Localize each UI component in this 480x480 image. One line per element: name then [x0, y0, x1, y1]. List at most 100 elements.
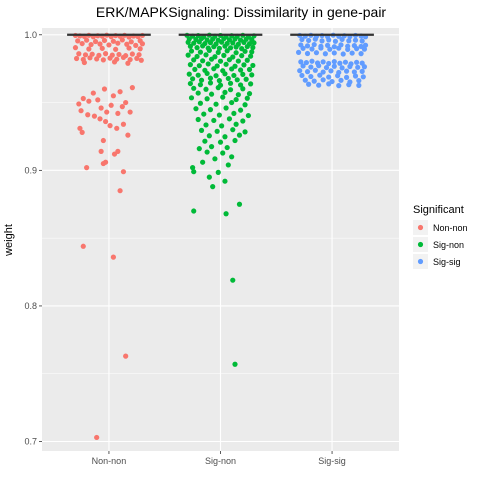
data-point — [232, 137, 238, 144]
data-point — [206, 133, 212, 139]
data-point — [359, 38, 365, 44]
data-point — [339, 65, 345, 71]
data-point — [328, 68, 334, 74]
data-point — [241, 62, 247, 68]
data-point — [115, 40, 121, 46]
data-point — [203, 122, 209, 128]
data-point — [239, 53, 245, 59]
legend-entries: Non-non Sig-non Sig-sig — [413, 220, 468, 269]
y-tick-label: 0.8 — [24, 301, 37, 311]
data-point — [187, 62, 193, 68]
data-point — [230, 277, 236, 283]
data-point — [240, 71, 246, 77]
data-point — [222, 134, 228, 140]
data-point — [87, 55, 93, 61]
data-point — [196, 63, 202, 69]
data-point — [351, 69, 357, 75]
data-point — [90, 90, 96, 96]
data-point — [302, 77, 308, 83]
data-point — [88, 41, 94, 48]
data-point — [94, 434, 100, 441]
data-point — [187, 43, 193, 49]
data-point — [240, 118, 246, 124]
data-point — [331, 63, 337, 69]
data-point — [137, 46, 143, 52]
data-point — [111, 59, 118, 65]
data-point — [208, 144, 215, 150]
data-point — [72, 45, 79, 51]
data-point — [125, 60, 131, 66]
data-point — [339, 36, 345, 42]
data-point — [86, 46, 92, 52]
data-point — [94, 56, 100, 62]
data-point — [232, 36, 238, 42]
data-point — [107, 55, 113, 61]
data-point — [300, 45, 306, 51]
legend-label: Non-non — [433, 223, 468, 233]
data-point — [207, 107, 214, 113]
data-point — [76, 51, 82, 57]
data-point — [308, 73, 314, 80]
data-point — [81, 59, 87, 66]
data-point — [200, 58, 206, 64]
data-point — [191, 85, 197, 91]
data-point — [215, 49, 221, 56]
data-point — [76, 101, 82, 107]
data-point — [352, 73, 359, 79]
legend: Significant Non-non Sig-non Sig-sig — [413, 204, 468, 269]
data-point — [338, 77, 344, 83]
data-point — [222, 71, 228, 77]
data-point — [126, 45, 132, 51]
data-point — [236, 201, 243, 207]
data-point — [191, 57, 197, 63]
data-point — [106, 42, 112, 48]
data-point — [223, 211, 229, 217]
data-point — [235, 92, 241, 98]
data-point — [216, 45, 222, 51]
data-point — [311, 78, 317, 84]
data-point — [216, 112, 222, 118]
data-point — [128, 39, 134, 45]
data-point — [200, 43, 206, 49]
data-point — [110, 38, 116, 44]
legend-swatch — [417, 224, 424, 231]
data-point — [326, 81, 332, 87]
data-point — [108, 102, 114, 108]
data-point — [197, 49, 204, 55]
data-point — [311, 41, 317, 48]
data-point — [248, 53, 254, 59]
data-point — [123, 99, 129, 106]
data-point — [250, 44, 256, 51]
data-point — [113, 46, 119, 52]
data-point — [186, 71, 192, 77]
data-point — [246, 66, 253, 73]
data-point — [249, 72, 255, 78]
data-point — [204, 70, 210, 77]
legend-label: Sig-non — [433, 240, 464, 250]
data-point — [323, 64, 330, 71]
data-point — [73, 55, 80, 62]
data-point — [185, 39, 191, 45]
data-point — [250, 62, 256, 69]
data-point — [215, 85, 221, 91]
data-point — [217, 58, 224, 64]
data-point — [78, 108, 84, 114]
data-point — [306, 81, 312, 87]
data-point — [188, 95, 195, 101]
data-point — [196, 39, 202, 45]
data-point — [208, 56, 215, 62]
data-point — [331, 59, 337, 65]
data-point — [233, 50, 239, 56]
data-point — [331, 50, 337, 56]
data-point — [101, 37, 108, 44]
data-point — [319, 38, 325, 44]
data-point — [138, 57, 144, 63]
data-point — [124, 41, 130, 47]
data-point — [227, 80, 234, 86]
data-point — [110, 93, 116, 99]
data-point — [206, 47, 212, 53]
data-point — [300, 63, 306, 69]
data-point — [312, 67, 318, 73]
data-point — [204, 149, 210, 155]
data-point — [97, 41, 103, 47]
